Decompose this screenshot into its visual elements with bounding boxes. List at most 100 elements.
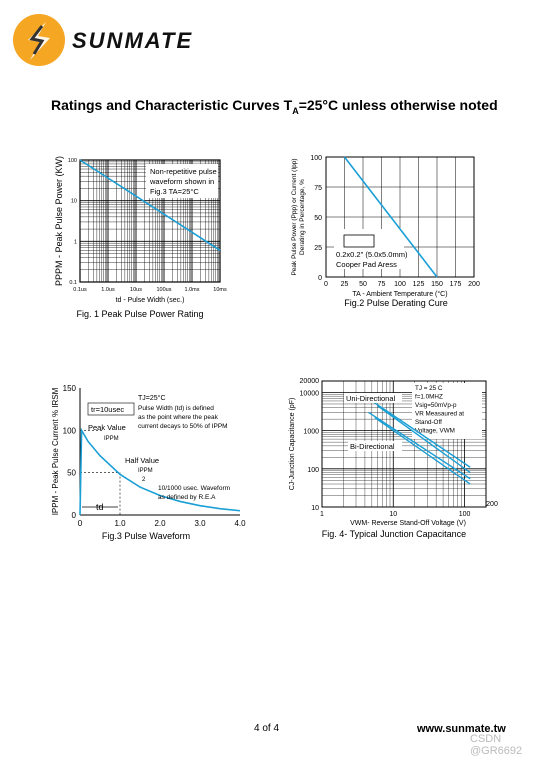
- chart-title: Fig.3 Pulse Waveform: [102, 531, 190, 541]
- x-tick-label: 125: [413, 281, 425, 288]
- y-axis-label: Derating in Percentage, %: [299, 179, 306, 255]
- x-tick-label: 0: [324, 281, 328, 288]
- x-tick-label: 3.0: [194, 519, 206, 528]
- tr-box: [87, 402, 135, 416]
- annotation-text: Non-repetitive pulse: [150, 167, 217, 176]
- series-line: [374, 417, 471, 485]
- annotation-text: Fig.3 TA=25°C: [150, 187, 199, 196]
- chart-title: Fig.2 Pulse Derating Cure: [344, 298, 448, 308]
- half-value-label: Half Value: [125, 456, 159, 465]
- annotation-text: f=1.0MHZ: [415, 394, 443, 401]
- x-tick-label: 10: [389, 511, 397, 518]
- y-tick-label: 100: [68, 158, 77, 164]
- x-tick-label: 0: [78, 519, 83, 528]
- y-axis-label: IPPM - Peak Pulse Current % IRSM: [51, 387, 60, 515]
- pulse-def-text: as the point where the peak: [138, 414, 219, 421]
- chart-title: Fig. 4- Typical Junction Capacitance: [322, 529, 466, 539]
- brand-name: SUNMATE: [72, 28, 194, 53]
- x-tick-label: 50: [359, 281, 367, 288]
- x-tick-label: 1: [320, 511, 324, 518]
- series-line: [343, 156, 438, 278]
- sunmate-logo: [13, 14, 65, 66]
- plot-frame: [325, 156, 475, 278]
- annotation-bg: [412, 383, 482, 439]
- annotation-text: Vsig=50mVp-p: [415, 402, 457, 409]
- x-tick-label: 25: [341, 281, 349, 288]
- plot-frame: [321, 380, 487, 508]
- pulse-def-text: current decays to 50% of IPPM: [138, 423, 228, 430]
- y-tick-label: 0: [72, 511, 77, 520]
- series-line: [79, 427, 241, 516]
- x-tick-label: 1.0ms: [185, 287, 200, 293]
- annotation-text: waveform shown in: [149, 177, 214, 186]
- y-axis-label: Peak Pulse Power (Ppp) or Current (Ipp): [291, 158, 298, 275]
- y-tick-label: 25: [314, 245, 322, 252]
- chart-title: Fig. 1 Peak Pulse Power Rating: [76, 309, 203, 319]
- annotation-text: Voltage, VWM: [415, 428, 455, 435]
- x-axis-label: TA - Ambient Temperature (°C): [352, 290, 447, 298]
- annotation-text: Cooper Pad Aress: [336, 260, 397, 269]
- x-tick-label: 100: [394, 281, 406, 288]
- y-tick-label: 75: [314, 185, 322, 192]
- y-tick-label: 150: [63, 384, 77, 393]
- y-tick-label: 100: [310, 155, 322, 162]
- series-line: [79, 159, 221, 252]
- x-tick-label: 200: [468, 281, 480, 288]
- series-line: [377, 405, 471, 474]
- x-tick-label: 100: [459, 511, 471, 518]
- x-tick-label: 150: [431, 281, 443, 288]
- ippm-label: IPPM: [104, 436, 119, 442]
- annotation-text: TJ = 25 C: [415, 385, 443, 392]
- y-tick-label: 50: [67, 469, 76, 478]
- td-label: td: [96, 502, 104, 512]
- y-tick-label: 100: [307, 467, 319, 474]
- waveform-text: as defined by R.E.A: [158, 494, 216, 501]
- pulse-def-text: Pulse Width (td) is defined: [138, 405, 214, 412]
- watermark: CSDN @GR6692: [470, 733, 523, 757]
- label-bg: [348, 441, 402, 451]
- annotation-text: VR Measaured at: [415, 411, 464, 418]
- page-number: 4 of 4: [254, 723, 280, 734]
- uni-directional-label: Uni-Directional: [346, 394, 396, 403]
- bi-directional-label: Bi-Directional: [350, 442, 395, 451]
- x-tick-label: 200: [486, 501, 498, 508]
- page-heading: Ratings and Characteristic Curves TA=25°…: [51, 97, 498, 116]
- pad-icon: [343, 234, 375, 248]
- y-tick-label: 10: [71, 199, 77, 205]
- x-tick-label: 4.0: [234, 519, 246, 528]
- series-line: [368, 411, 471, 480]
- label-bg: [344, 393, 402, 403]
- half-denominator: 2: [142, 477, 146, 483]
- x-tick-label: 10ms: [213, 287, 227, 293]
- x-tick-label: 1.0us: [101, 287, 115, 293]
- x-tick-label: 100us: [157, 287, 172, 293]
- waveform-text: 10/1000 usec. Waveform: [158, 485, 230, 492]
- y-tick-label: 50: [314, 215, 322, 222]
- x-tick-label: 75: [378, 281, 386, 288]
- plot-frame: [79, 159, 221, 283]
- x-tick-label: 1.0: [114, 519, 126, 528]
- y-tick-label: 0: [318, 275, 322, 282]
- annotation-bg: [334, 229, 404, 269]
- y-axis-label: CJ-Junction Capacitance (pF): [289, 398, 296, 491]
- y-tick-label: 10: [311, 505, 319, 512]
- peak-value-label: Peak Value: [88, 423, 126, 432]
- y-tick-label: 1000: [303, 429, 319, 436]
- x-axis-label: VWM- Reverse Stand-Off Voltage (V): [350, 520, 466, 527]
- series-line: [371, 400, 471, 468]
- y-axis-label: PPPM - Peak Pulse Power (KW): [54, 156, 64, 286]
- annotation-text: Stand-Off: [415, 419, 442, 426]
- x-tick-label: 175: [450, 281, 462, 288]
- tr-label: tr=10usec: [91, 405, 124, 414]
- website-url[interactable]: www.sunmate.tw: [417, 723, 506, 735]
- tj-label: TJ=25°C: [138, 394, 166, 402]
- y-tick-label: 10000: [300, 390, 320, 397]
- x-tick-label: 10us: [130, 287, 142, 293]
- ippm-half-label: IPPM: [138, 468, 153, 474]
- y-tick-label: 0.1: [69, 280, 77, 286]
- annotation-text: 0.2x0.2" (5.0x5.0mm): [336, 250, 408, 259]
- y-tick-label: 20000: [300, 378, 320, 385]
